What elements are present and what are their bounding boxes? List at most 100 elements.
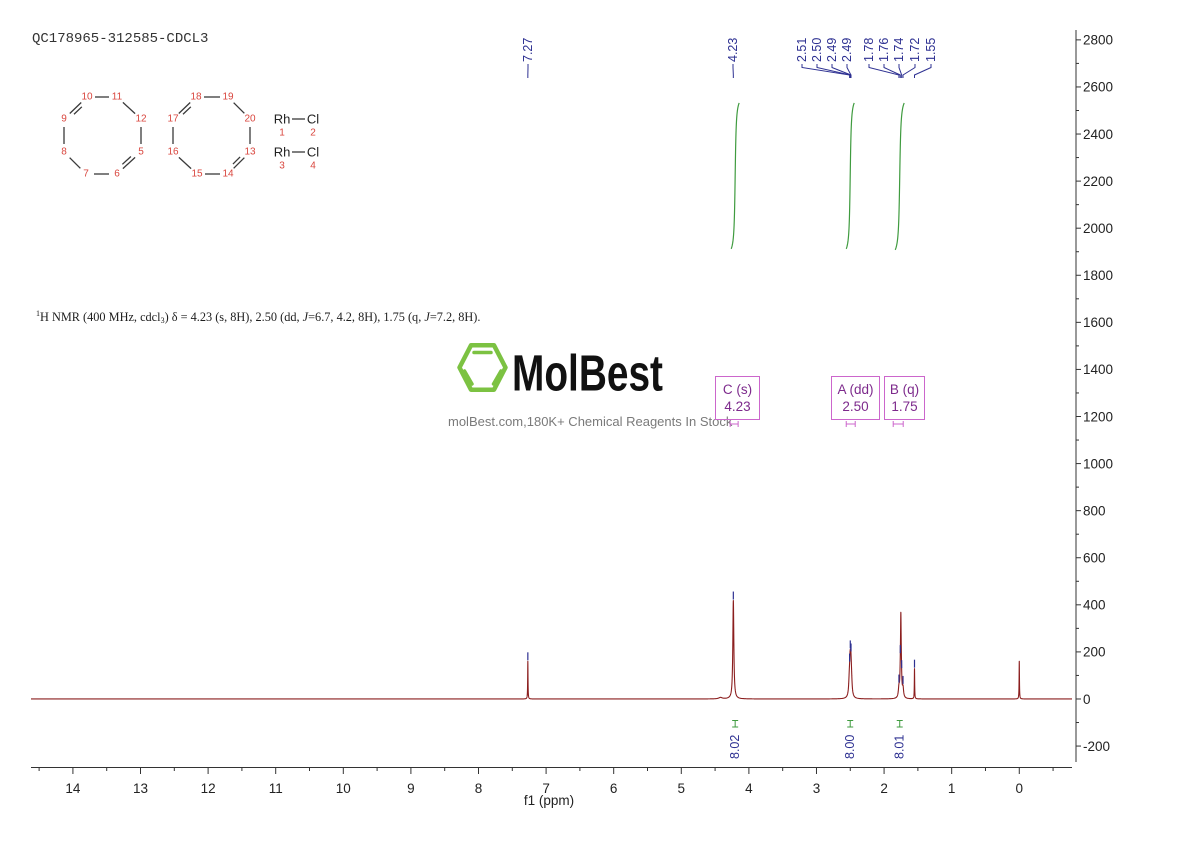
peak-shift-label: 7.27 <box>521 38 535 62</box>
y-tick-label: 1400 <box>1083 362 1113 377</box>
atom-number: 20 <box>244 114 256 125</box>
y-tick-label: 2400 <box>1083 127 1113 142</box>
atom-number: 19 <box>222 92 234 103</box>
peak-shift-label: 4.23 <box>726 38 740 62</box>
y-tick-label: 1200 <box>1083 409 1113 424</box>
y-tick-label: 800 <box>1083 503 1106 518</box>
x-tick-label: 8 <box>475 781 483 796</box>
x-tick-label: 12 <box>201 781 216 796</box>
x-tick-label: 6 <box>610 781 618 796</box>
atom-number: 17 <box>167 114 179 125</box>
x-tick-label: 14 <box>65 781 81 796</box>
axes: 14 13 12 11 10 9 8 7 6 5 4 3 2 1 0f1 (ppm)280026002400… <box>31 30 1113 808</box>
multiplet-shift: 2.50 <box>842 399 868 414</box>
brand-name: MolBest <box>512 345 663 402</box>
x-tick-label: 0 <box>1016 781 1024 796</box>
integral-curve <box>845 102 855 250</box>
y-tick-label: 200 <box>1083 645 1106 660</box>
double-bond <box>178 102 191 114</box>
atom-number: 15 <box>191 169 203 180</box>
integral-value: 8.01 <box>893 735 907 759</box>
atom-number: 5 <box>138 147 144 158</box>
x-tick-label: 9 <box>407 781 415 796</box>
atom-number: 6 <box>114 169 120 180</box>
atom-number: 13 <box>244 147 256 158</box>
single-bond <box>69 157 81 169</box>
y-tick-label: 1000 <box>1083 456 1113 471</box>
atom-number: 8 <box>61 147 67 158</box>
y-tick-label: 1800 <box>1083 268 1113 283</box>
atom-number: 3 <box>279 161 285 172</box>
benzene-logo-inner-bonds-icon <box>462 350 503 386</box>
double-bond <box>233 157 245 169</box>
integral-value: 8.00 <box>843 735 857 759</box>
multiplet-box <box>884 376 925 420</box>
desc-text: =6.7, 4.2, 8H), 1.75 (q, <box>308 310 425 324</box>
element-chlorine: Cl <box>307 145 319 160</box>
atom-number: 2 <box>310 128 316 139</box>
x-tick-label: 7 <box>542 781 550 796</box>
peak-shift-label: 1.55 <box>924 38 938 62</box>
x-tick-label: 5 <box>678 781 686 796</box>
atom-number: 10 <box>81 92 93 103</box>
peak-label-connector <box>913 64 932 78</box>
atom-number: 12 <box>135 114 147 125</box>
desc-text: =7.2, 8H). <box>429 310 481 324</box>
atom-number: 7 <box>83 169 89 180</box>
double-bond <box>122 156 136 170</box>
integral-value: 8.02 <box>728 735 742 759</box>
x-tick-label: 3 <box>813 781 821 796</box>
y-tick-label: 400 <box>1083 598 1106 613</box>
multiplet-name: B (q) <box>890 382 919 397</box>
peak-shift-label: 1.74 <box>892 38 906 62</box>
nmr-description: 1H NMR (400 MHz, cdcl3) δ = 4.23 (s, 8H)… <box>36 309 480 325</box>
peak-label-connector <box>801 64 851 78</box>
multiplet-box <box>715 376 760 420</box>
benzene-logo-icon <box>457 343 508 392</box>
molbest-watermark: MolBest molBest.com,180K+ Chemical Reage… <box>448 343 733 429</box>
peak-shift-label: 1.76 <box>877 38 891 62</box>
multiplet-shift: 4.23 <box>724 399 750 414</box>
peak-label-connector <box>846 64 852 78</box>
x-tick-label: 4 <box>745 781 753 796</box>
desc-text: H NMR (400 MHz, cdcl <box>40 310 161 324</box>
element-rhodium: Rh <box>274 112 291 127</box>
atom-number: 18 <box>190 92 202 103</box>
y-tick-label: 2800 <box>1083 33 1113 48</box>
multiplet-name: A (dd) <box>837 382 873 397</box>
x-tick-label: 11 <box>269 781 283 796</box>
spectrum-trace <box>31 600 1072 700</box>
integral-curve <box>730 102 740 250</box>
integral-range-bracket <box>896 720 903 728</box>
double-bond <box>69 102 82 114</box>
brand-tagline: molBest.com,180K+ Chemical Reagents In S… <box>448 414 733 429</box>
integral-range-bracket <box>847 720 854 728</box>
single-bond <box>178 156 192 170</box>
y-tick-label: 600 <box>1083 551 1106 566</box>
double-bond-inner <box>73 106 83 115</box>
x-tick-label: 10 <box>336 781 351 796</box>
sample-title: QC178965-312585-CDCL3 <box>32 31 209 47</box>
peak-shift-label: 2.49 <box>825 38 839 62</box>
desc-coupling-symbol: J <box>302 310 309 324</box>
multiplet-range-bracket <box>845 421 856 427</box>
element-chlorine: Cl <box>307 112 319 127</box>
y-tick-label: 2600 <box>1083 80 1113 95</box>
peak-shift-label: 2.51 <box>795 38 809 62</box>
desc-subscript: 3 <box>160 316 165 325</box>
peak-label-connector <box>868 64 900 78</box>
atom-number: 4 <box>310 161 316 172</box>
spectrum-line <box>31 600 1072 700</box>
double-bond-inner <box>182 106 192 115</box>
peak-label-connector <box>883 64 901 78</box>
x-tick-label: 13 <box>133 781 148 796</box>
y-tick-label: 0 <box>1083 692 1091 707</box>
peak-shift-label: 1.72 <box>908 38 922 62</box>
atom-number: 9 <box>61 114 67 125</box>
double-bond-inner <box>121 156 132 165</box>
double-bond-inner <box>232 156 241 165</box>
y-tick-label: 1600 <box>1083 315 1113 330</box>
peak-label-connector <box>898 64 903 78</box>
